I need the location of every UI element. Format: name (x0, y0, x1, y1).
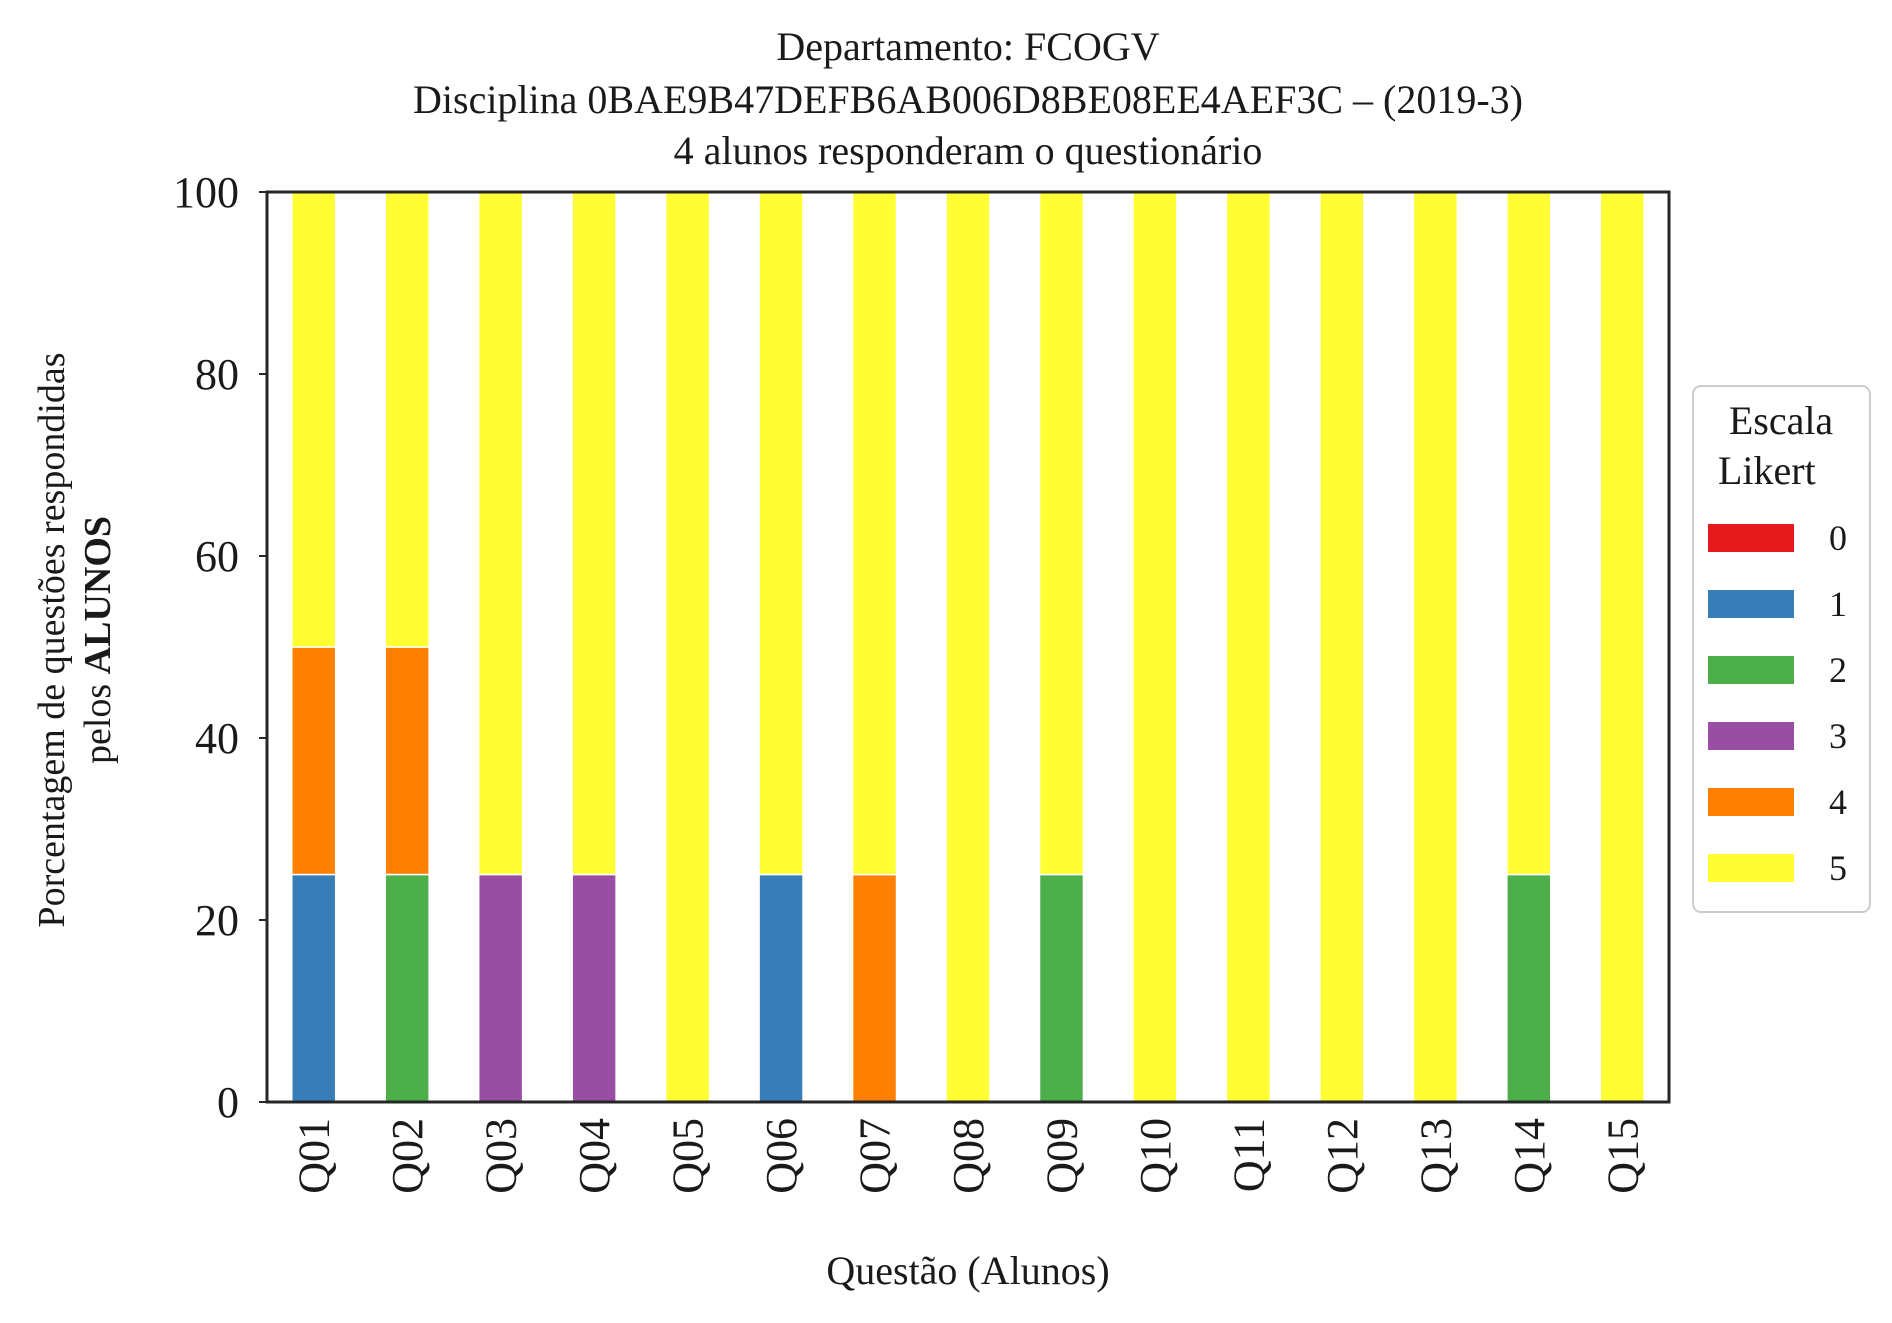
chart-title-line-2: Disciplina 0BAE9B47DEFB6AB006D8BE08EE4AE… (413, 77, 1523, 122)
bar-q07-likert-5 (851, 191, 898, 876)
bar-q08-likert-5 (945, 191, 991, 1103)
x-tick-label-q09: Q09 (1037, 1118, 1086, 1194)
bar-q09-likert-5 (1038, 191, 1085, 876)
x-tick-label-q13: Q13 (1411, 1118, 1460, 1194)
bar-q03-likert-5 (477, 191, 524, 876)
bar-q01-likert-5 (291, 191, 337, 648)
legend-label-4: 4 (1829, 782, 1847, 822)
y-axis-label-line-2: pelos ALUNOS (77, 516, 119, 764)
bar-q12-likert-5 (1319, 191, 1365, 1103)
y-tick-label: 40 (195, 714, 239, 763)
y-tick-label: 80 (195, 350, 239, 399)
bar-q02-likert-4 (384, 646, 430, 876)
bar-q11-likert-5 (1225, 191, 1272, 1103)
legend-label-1: 1 (1829, 584, 1847, 624)
bar-q05-likert-5 (664, 191, 711, 1103)
legend-title-line-1: Escala (1729, 398, 1834, 443)
x-tick-label-q15: Q15 (1598, 1118, 1647, 1194)
legend-swatch-1 (1708, 590, 1794, 618)
y-tick-label: 0 (217, 1078, 239, 1127)
chart-title-line-3: 4 alunos responderam o questionário (674, 128, 1263, 173)
bar-q04-likert-5 (571, 191, 617, 876)
bar-q10-likert-5 (1132, 191, 1178, 1103)
legend-swatch-3 (1708, 722, 1794, 750)
x-tick-label-q03: Q03 (477, 1118, 526, 1194)
legend-swatch-4 (1708, 788, 1794, 816)
bar-q04-likert-3 (571, 873, 617, 1103)
legend-swatch-5 (1708, 854, 1794, 882)
bar-q01-likert-1 (291, 873, 337, 1103)
x-tick-label-q10: Q10 (1131, 1118, 1180, 1194)
x-tick-label-q12: Q12 (1318, 1118, 1367, 1194)
bar-q14-likert-2 (1506, 873, 1552, 1103)
y-tick-label: 20 (195, 896, 239, 945)
bar-q02-likert-2 (384, 873, 430, 1103)
bar-q07-likert-4 (851, 873, 898, 1103)
legend-label-3: 3 (1829, 716, 1847, 756)
bar-q06-likert-1 (758, 873, 804, 1103)
legend-label-2: 2 (1829, 650, 1847, 690)
legend-swatch-2 (1708, 656, 1794, 684)
legend-title-line-2: Likert (1718, 448, 1816, 493)
y-axis-label-bold: ALUNOS (77, 516, 119, 674)
x-axis-label: Questão (Alunos) (826, 1248, 1109, 1293)
legend: Escala Likert 0 1 2 3 4 5 (1692, 385, 1871, 913)
bar-q03-likert-3 (477, 873, 524, 1103)
y-tick-label: 60 (195, 532, 239, 581)
x-tick-label-q08: Q08 (944, 1118, 993, 1194)
bars-layer (291, 191, 1645, 1103)
y-ticks: 0 20 40 60 80 100 (173, 168, 267, 1127)
x-tick-label-q06: Q06 (757, 1118, 806, 1194)
bar-q13-likert-5 (1412, 191, 1459, 1103)
x-tick-label-q14: Q14 (1505, 1118, 1554, 1194)
bar-q06-likert-5 (758, 191, 804, 876)
x-tick-label-q11: Q11 (1224, 1118, 1273, 1192)
legend-swatch-0 (1708, 524, 1794, 552)
y-tick-label: 100 (173, 168, 239, 217)
x-tick-label-q04: Q04 (570, 1118, 619, 1194)
bar-q02-likert-5 (384, 191, 430, 648)
chart-title-line-1: Departamento: FCOGV (776, 24, 1159, 69)
bar-q01-likert-4 (291, 646, 337, 876)
plot-frame (265, 190, 1671, 1104)
x-tick-label-q05: Q05 (664, 1118, 713, 1194)
legend-items: 0 1 2 3 4 5 (1708, 518, 1847, 888)
legend-label-5: 5 (1829, 848, 1847, 888)
y-axis-label-prefix: pelos (77, 674, 119, 764)
bar-q14-likert-5 (1506, 191, 1552, 876)
bar-q15-likert-5 (1599, 191, 1645, 1103)
y-axis-label-line-1: Porcentagem de questões respondidas (31, 352, 73, 927)
legend-box (1692, 385, 1871, 913)
x-ticks: Q01 Q02 Q03 Q04 Q05 Q06 Q07 Q08 Q09 Q10 Q11 Q12 Q13 Q… (290, 1118, 1648, 1194)
legend-label-0: 0 (1829, 518, 1847, 558)
x-tick-label-q02: Q02 (383, 1118, 432, 1194)
x-tick-label-q01: Q01 (290, 1118, 339, 1194)
x-tick-label-q07: Q07 (851, 1118, 900, 1194)
bar-q09-likert-2 (1038, 873, 1085, 1103)
